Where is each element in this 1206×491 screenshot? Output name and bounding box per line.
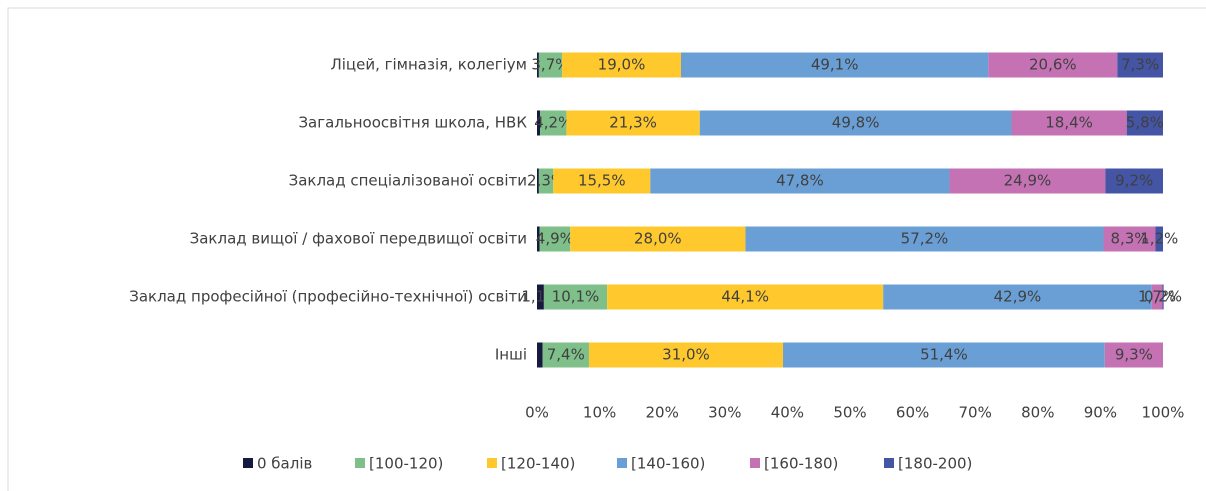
bar-segment	[537, 52, 539, 78]
data-label: 7,3%	[1121, 56, 1159, 74]
y-tick-label: Заклад спеціалізованої освіти	[289, 172, 527, 190]
data-label: 20,6%	[1029, 56, 1077, 74]
bar-segment	[537, 342, 543, 368]
y-tick-label: Ліцей, гімназія, колегіум	[330, 56, 527, 74]
bar-segment	[1126, 110, 1163, 136]
data-label: 21,3%	[609, 114, 657, 132]
x-tick-label: 90%	[1084, 404, 1117, 422]
bar-segment	[1151, 284, 1163, 310]
legend-swatch	[355, 458, 365, 468]
bar-segment	[537, 284, 544, 310]
data-label: 0,2%	[1144, 288, 1182, 306]
x-tick-label: 70%	[959, 404, 992, 422]
bar-segment	[540, 110, 567, 136]
bar-segment	[1155, 226, 1163, 252]
data-label: 51,4%	[920, 346, 968, 364]
data-label: 44,1%	[721, 288, 769, 306]
x-tick-label: 0%	[525, 404, 549, 422]
bar-segment	[543, 284, 608, 310]
bar-segment	[1117, 52, 1163, 78]
data-label: 47,8%	[776, 172, 824, 190]
bar-segment	[783, 342, 1105, 368]
y-tick-label: Інші	[495, 346, 527, 364]
legend-swatch	[884, 458, 894, 468]
bar-segment	[650, 168, 950, 194]
bar-segment	[607, 284, 884, 310]
x-tick-label: 100%	[1142, 404, 1185, 422]
x-tick-label: 20%	[646, 404, 679, 422]
bar-segment	[1011, 110, 1127, 136]
data-label: 4,2%	[534, 114, 572, 132]
bar-segment	[566, 110, 700, 136]
data-label: 19,0%	[598, 56, 646, 74]
legend-swatch	[617, 458, 627, 468]
bar-segment	[537, 226, 540, 252]
data-label: 8,3%	[1110, 230, 1148, 248]
bar-segment	[745, 226, 1104, 252]
data-label: 15,5%	[578, 172, 626, 190]
data-label: 7,4%	[547, 346, 585, 364]
x-tick-label: 80%	[1021, 404, 1054, 422]
legend-swatch	[750, 458, 760, 468]
data-label: 49,8%	[832, 114, 880, 132]
x-tick-label: 50%	[833, 404, 866, 422]
bar-segment	[588, 342, 784, 368]
bar-segment	[570, 226, 746, 252]
bar-segment	[949, 168, 1106, 194]
legend-label: [140-160)	[631, 455, 705, 473]
data-label: 10,1%	[552, 288, 600, 306]
data-label: 1,7%	[1138, 288, 1176, 306]
legend-label: [100-120)	[369, 455, 443, 473]
bar-segment	[1105, 168, 1163, 194]
x-tick-label: 10%	[583, 404, 616, 422]
chart-frame	[7, 7, 1206, 491]
bar-segment	[553, 168, 651, 194]
x-tick-label: 60%	[896, 404, 929, 422]
legend-label: [180-200)	[898, 455, 972, 473]
data-label: 4,9%	[536, 230, 574, 248]
bar-segment	[988, 52, 1118, 78]
bar-segment	[537, 110, 541, 136]
bar-segment	[538, 52, 563, 78]
bar-segment	[1104, 342, 1163, 368]
bar-segment	[539, 226, 571, 252]
legend-label: [120-140)	[501, 455, 575, 473]
y-tick-label: Загальноосвітня школа, НВК	[298, 114, 527, 132]
bar-segment	[883, 284, 1152, 310]
data-label: 28,0%	[634, 230, 682, 248]
bar-segment	[538, 168, 554, 194]
bar-segment	[537, 168, 539, 194]
data-label: 24,9%	[1004, 172, 1052, 190]
legend-label: [160-180)	[764, 455, 838, 473]
bar-segment	[1162, 284, 1164, 310]
x-tick-label: 40%	[771, 404, 804, 422]
data-label: 1,2%	[1140, 230, 1178, 248]
data-label: 49,1%	[811, 56, 859, 74]
data-label: 42,9%	[994, 288, 1042, 306]
bar-segment	[699, 110, 1012, 136]
bar-segment	[1103, 226, 1156, 252]
legend-label: 0 балів	[257, 455, 312, 473]
data-label: 18,4%	[1045, 114, 1093, 132]
data-label: 57,2%	[901, 230, 949, 248]
legend-swatch	[487, 458, 497, 468]
data-label: 9,2%	[1115, 172, 1153, 190]
legend-swatch	[243, 458, 253, 468]
bar-segment	[542, 342, 589, 368]
y-tick-label: Заклад вищої / фахової передвищої освіти	[190, 230, 527, 248]
data-label: 9,3%	[1115, 346, 1153, 364]
x-tick-label: 30%	[708, 404, 741, 422]
data-label: 3,7%	[531, 56, 569, 74]
bar-segment	[562, 52, 681, 78]
data-label: 5,8%	[1126, 114, 1164, 132]
data-label: 31,0%	[662, 346, 710, 364]
y-tick-label: Заклад професійної (професійно-технічної…	[129, 288, 527, 306]
bar-segment	[680, 52, 989, 78]
